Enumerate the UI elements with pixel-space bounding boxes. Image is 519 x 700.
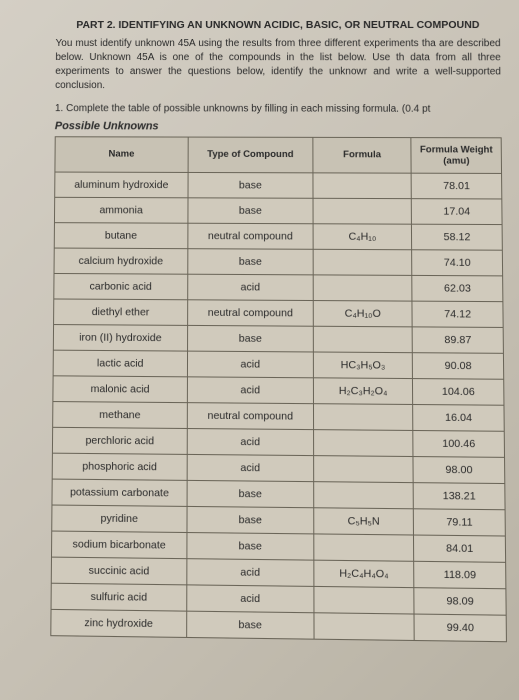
cell-name: succinic acid	[51, 557, 187, 585]
cell-type: base	[188, 172, 313, 198]
cell-weight: 90.08	[413, 352, 504, 379]
col-weight: Formula Weight (amu)	[411, 137, 501, 173]
cell-name: pyridine	[52, 505, 187, 532]
table-row: methaneneutral compound 16.04	[53, 401, 505, 431]
cell-weight: 74.12	[412, 301, 503, 327]
cell-type: base	[187, 506, 314, 533]
cell-type: acid	[187, 377, 313, 404]
table-row: carbonic acidacid 62.03	[54, 273, 503, 301]
part-title: PART 2. IDENTIFYING AN UNKNOWN ACIDIC, B…	[56, 18, 501, 33]
cell-weight: 84.01	[414, 535, 506, 562]
unknowns-table: Name Type of Compound Formula Formula We…	[50, 136, 507, 642]
cell-name: butane	[54, 222, 188, 248]
intro-text: You must identify unknown 45A using the …	[55, 37, 501, 94]
cell-name: sodium bicarbonate	[52, 531, 187, 559]
cell-formula	[314, 534, 414, 561]
cell-type: neutral compound	[188, 299, 314, 325]
cell-formula: HC₃H₅O₃	[313, 352, 413, 379]
cell-formula: H₂C₄H₄O₄	[314, 560, 414, 588]
cell-name: carbonic acid	[54, 273, 188, 299]
cell-formula	[313, 429, 413, 456]
cell-formula	[313, 173, 412, 199]
cell-name: zinc hydroxide	[51, 609, 187, 637]
cell-type: acid	[187, 454, 314, 481]
cell-type: neutral compound	[187, 402, 313, 429]
cell-formula	[314, 481, 414, 508]
cell-weight: 79.11	[414, 508, 506, 535]
table-row: ammoniabase 17.04	[54, 197, 502, 224]
cell-type: acid	[187, 428, 313, 455]
instruction-text: 1. Complete the table of possible unknow…	[55, 103, 501, 115]
cell-weight: 138.21	[414, 482, 506, 509]
cell-type: base	[187, 532, 314, 560]
cell-formula: C₄H₁₀O	[313, 300, 412, 326]
cell-name: iron (II) hydroxide	[53, 324, 187, 351]
cell-type: base	[188, 248, 313, 274]
cell-type: acid	[187, 351, 313, 378]
cell-weight: 118.09	[414, 561, 506, 588]
cell-weight: 62.03	[412, 275, 503, 301]
cell-name: calcium hydroxide	[54, 248, 188, 274]
cell-name: potassium carbonate	[52, 479, 187, 506]
cell-formula	[313, 326, 412, 352]
table-title: Possible Unknowns	[55, 120, 502, 133]
cell-type: base	[187, 611, 314, 639]
cell-type: base	[188, 197, 313, 223]
col-formula: Formula	[313, 137, 412, 173]
cell-type: base	[187, 480, 314, 507]
cell-type: base	[187, 325, 313, 352]
cell-name: ammonia	[54, 197, 187, 223]
col-type: Type of Compound	[188, 137, 313, 173]
cell-formula: C₄H₁₀	[313, 223, 412, 249]
cell-formula	[313, 403, 413, 430]
table-row: malonic acidacidH₂C₃H₂O₄104.06	[53, 375, 504, 404]
cell-weight: 99.40	[414, 614, 506, 642]
cell-formula	[313, 198, 412, 224]
cell-weight: 16.04	[413, 404, 504, 431]
cell-weight: 89.87	[412, 327, 503, 353]
cell-formula	[314, 455, 414, 482]
cell-type: acid	[187, 558, 314, 586]
cell-weight: 58.12	[412, 224, 503, 250]
cell-weight: 74.10	[412, 249, 503, 275]
cell-formula: H₂C₃H₂O₄	[313, 377, 413, 404]
cell-formula: C₅H₅N	[314, 507, 414, 534]
cell-name: aluminum hydroxide	[55, 172, 188, 198]
cell-name: lactic acid	[53, 350, 187, 377]
cell-weight: 104.06	[413, 378, 504, 405]
cell-type: acid	[188, 274, 314, 300]
cell-formula	[314, 586, 415, 614]
table-row: calcium hydroxidebase 74.10	[54, 248, 503, 276]
table-row: aluminum hydroxidebase 78.01	[55, 172, 502, 199]
cell-weight: 98.00	[413, 456, 504, 483]
cell-weight: 98.09	[414, 587, 506, 615]
table-row: butaneneutral compoundC₄H₁₀58.12	[54, 222, 502, 250]
table-row: iron (II) hydroxidebase 89.87	[53, 324, 503, 353]
cell-name: sulfuric acid	[51, 583, 187, 611]
cell-formula	[313, 275, 412, 301]
table-row: zinc hydroxidebase 99.40	[51, 609, 507, 641]
cell-name: methane	[53, 401, 188, 428]
cell-formula	[313, 249, 412, 275]
cell-type: acid	[187, 585, 314, 613]
cell-name: malonic acid	[53, 375, 187, 402]
cell-weight: 100.46	[413, 430, 504, 457]
table-row: diethyl etherneutral compoundC₄H₁₀O74.12	[54, 299, 504, 327]
cell-name: perchloric acid	[52, 427, 187, 454]
cell-formula	[314, 612, 415, 640]
cell-name: phosphoric acid	[52, 453, 187, 480]
table-row: lactic acidacidHC₃H₅O₃90.08	[53, 350, 504, 379]
cell-weight: 17.04	[412, 198, 502, 224]
cell-name: diethyl ether	[54, 299, 188, 325]
cell-weight: 78.01	[411, 173, 501, 199]
cell-type: neutral compound	[188, 223, 313, 249]
col-name: Name	[55, 136, 188, 172]
